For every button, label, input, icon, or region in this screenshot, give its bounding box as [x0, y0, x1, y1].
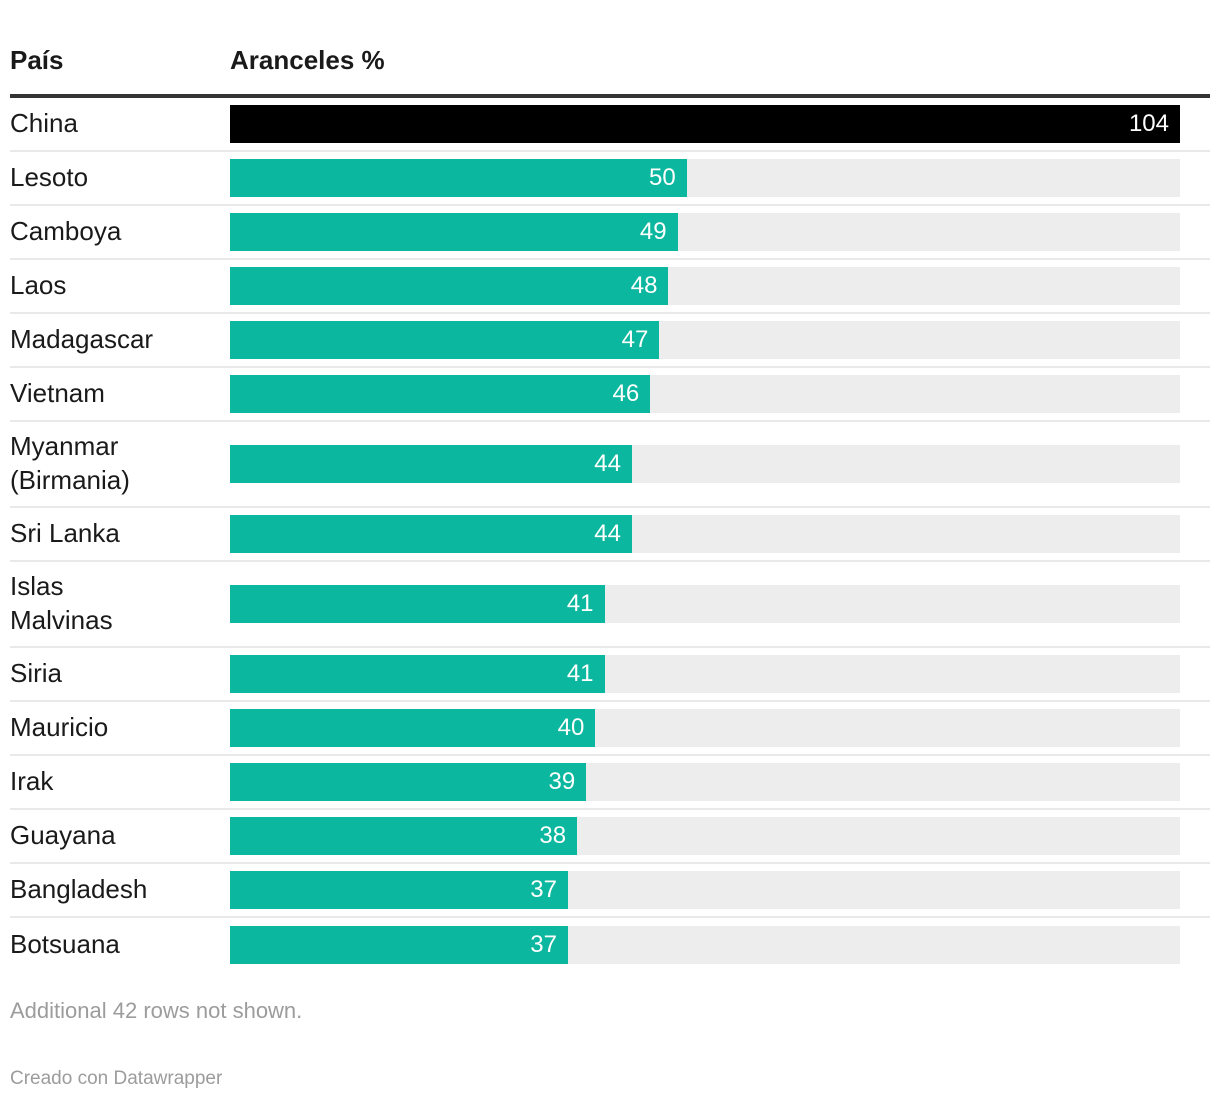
bar-value-label: 50 — [649, 163, 676, 191]
datawrapper-credit: Creado con Datawrapper — [10, 1067, 223, 1089]
table-row: Bangladesh 37 — [10, 864, 1210, 918]
bar-cell: 48 — [230, 266, 1210, 305]
country-label: Myanmar (Birmania) — [10, 431, 130, 495]
bar-cell: 49 — [230, 212, 1210, 251]
table-row: China 104 — [10, 98, 1210, 152]
bar-cell: 41 — [230, 584, 1210, 623]
table-row: Laos 48 — [10, 260, 1210, 314]
bar-cell: 46 — [230, 374, 1210, 413]
table-body: China 104 Lesoto 50 Camboya 49 — [10, 98, 1210, 972]
bar-track: 104 — [230, 104, 1180, 143]
bar-track: 38 — [230, 816, 1180, 855]
bar-cell: 44 — [230, 444, 1210, 483]
bar-track: 46 — [230, 374, 1180, 413]
tariff-bar: 50 — [230, 158, 687, 197]
tariff-bar: 44 — [230, 514, 632, 553]
bar-value-label: 48 — [630, 271, 658, 299]
tariff-bar: 104 — [230, 104, 1180, 143]
bar-cell: 38 — [230, 816, 1210, 855]
bar-track: 44 — [230, 514, 1180, 553]
table-row: Camboya 49 — [10, 206, 1210, 260]
country-label: Camboya — [10, 215, 122, 246]
country-label: Irak — [10, 765, 54, 796]
country-label: Islas Malvinas — [10, 571, 113, 635]
table-row: Myanmar (Birmania) 44 — [10, 422, 1210, 508]
bar-value-label: 47 — [621, 325, 649, 353]
bar-value-label: 44 — [594, 519, 621, 547]
bar-track: 50 — [230, 158, 1180, 197]
column-header-tariff: Aranceles % — [230, 45, 385, 75]
country-label: Madagascar — [10, 323, 154, 354]
bar-cell: 44 — [230, 514, 1210, 553]
bar-value-label: 41 — [566, 589, 594, 617]
bar-track: 37 — [230, 925, 1180, 964]
table-header-row: País Aranceles % — [10, 0, 1210, 98]
table-row: Vietnam 46 — [10, 368, 1210, 422]
column-header-country: País — [10, 45, 64, 75]
table-row: Botsuana 37 — [10, 918, 1210, 972]
tariff-bar: 38 — [230, 816, 578, 855]
bar-value-label: 49 — [639, 217, 667, 245]
bar-value-label: 37 — [530, 930, 557, 958]
bar-value-label: 44 — [594, 449, 621, 477]
bar-cell: 37 — [230, 870, 1210, 909]
table-row: Sri Lanka 44 — [10, 508, 1210, 562]
table-row: Lesoto 50 — [10, 152, 1210, 206]
bar-track: 37 — [230, 870, 1180, 909]
tariff-bar: 41 — [230, 654, 605, 693]
table-row: Madagascar 47 — [10, 314, 1210, 368]
country-label: Lesoto — [10, 161, 89, 192]
bar-track: 41 — [230, 584, 1180, 623]
bar-cell: 104 — [230, 104, 1210, 143]
tariff-bar: 40 — [230, 708, 596, 747]
bar-track: 44 — [230, 444, 1180, 483]
tariff-bar: 46 — [230, 374, 651, 413]
country-label: Vietnam — [10, 377, 105, 408]
rows-not-shown-note: Additional 42 rows not shown. — [10, 997, 303, 1023]
tariff-bar: 49 — [230, 212, 678, 251]
bar-track: 41 — [230, 654, 1180, 693]
tariff-bar: 47 — [230, 320, 660, 359]
country-label: Bangladesh — [10, 873, 148, 904]
bar-cell: 39 — [230, 762, 1210, 801]
bar-cell: 50 — [230, 158, 1210, 197]
table-row: Irak 39 — [10, 756, 1210, 810]
bar-value-label: 37 — [530, 875, 557, 903]
tariff-bar: 37 — [230, 870, 568, 909]
bar-value-label: 46 — [612, 379, 640, 407]
table-row: Islas Malvinas 41 — [10, 562, 1210, 648]
country-label: China — [10, 107, 78, 138]
bar-track: 47 — [230, 320, 1180, 359]
country-label: Siria — [10, 657, 63, 688]
bar-track: 39 — [230, 762, 1180, 801]
country-label: Laos — [10, 269, 67, 300]
bar-cell: 41 — [230, 654, 1210, 693]
bar-value-label: 39 — [548, 767, 576, 795]
bar-value-label: 40 — [557, 713, 585, 741]
bar-cell: 40 — [230, 708, 1210, 747]
bar-value-label: 38 — [539, 821, 567, 849]
table-row: Siria 41 — [10, 648, 1210, 702]
bar-track: 48 — [230, 266, 1180, 305]
country-label: Mauricio — [10, 711, 109, 742]
bar-value-label: 41 — [566, 659, 594, 687]
tariff-bar: 48 — [230, 266, 669, 305]
table-row: Mauricio 40 — [10, 702, 1210, 756]
country-label: Guayana — [10, 819, 116, 850]
table-row: Guayana 38 — [10, 810, 1210, 864]
bar-track: 40 — [230, 708, 1180, 747]
tariff-bar: 44 — [230, 444, 632, 483]
bar-cell: 47 — [230, 320, 1210, 359]
bar-cell: 37 — [230, 925, 1210, 964]
country-label: Sri Lanka — [10, 517, 120, 548]
tariff-bar: 39 — [230, 762, 587, 801]
country-label: Botsuana — [10, 928, 120, 959]
bar-track: 49 — [230, 212, 1180, 251]
tariff-bar: 41 — [230, 584, 605, 623]
bar-value-label: 104 — [1128, 109, 1169, 137]
tariff-bar: 37 — [230, 925, 568, 964]
